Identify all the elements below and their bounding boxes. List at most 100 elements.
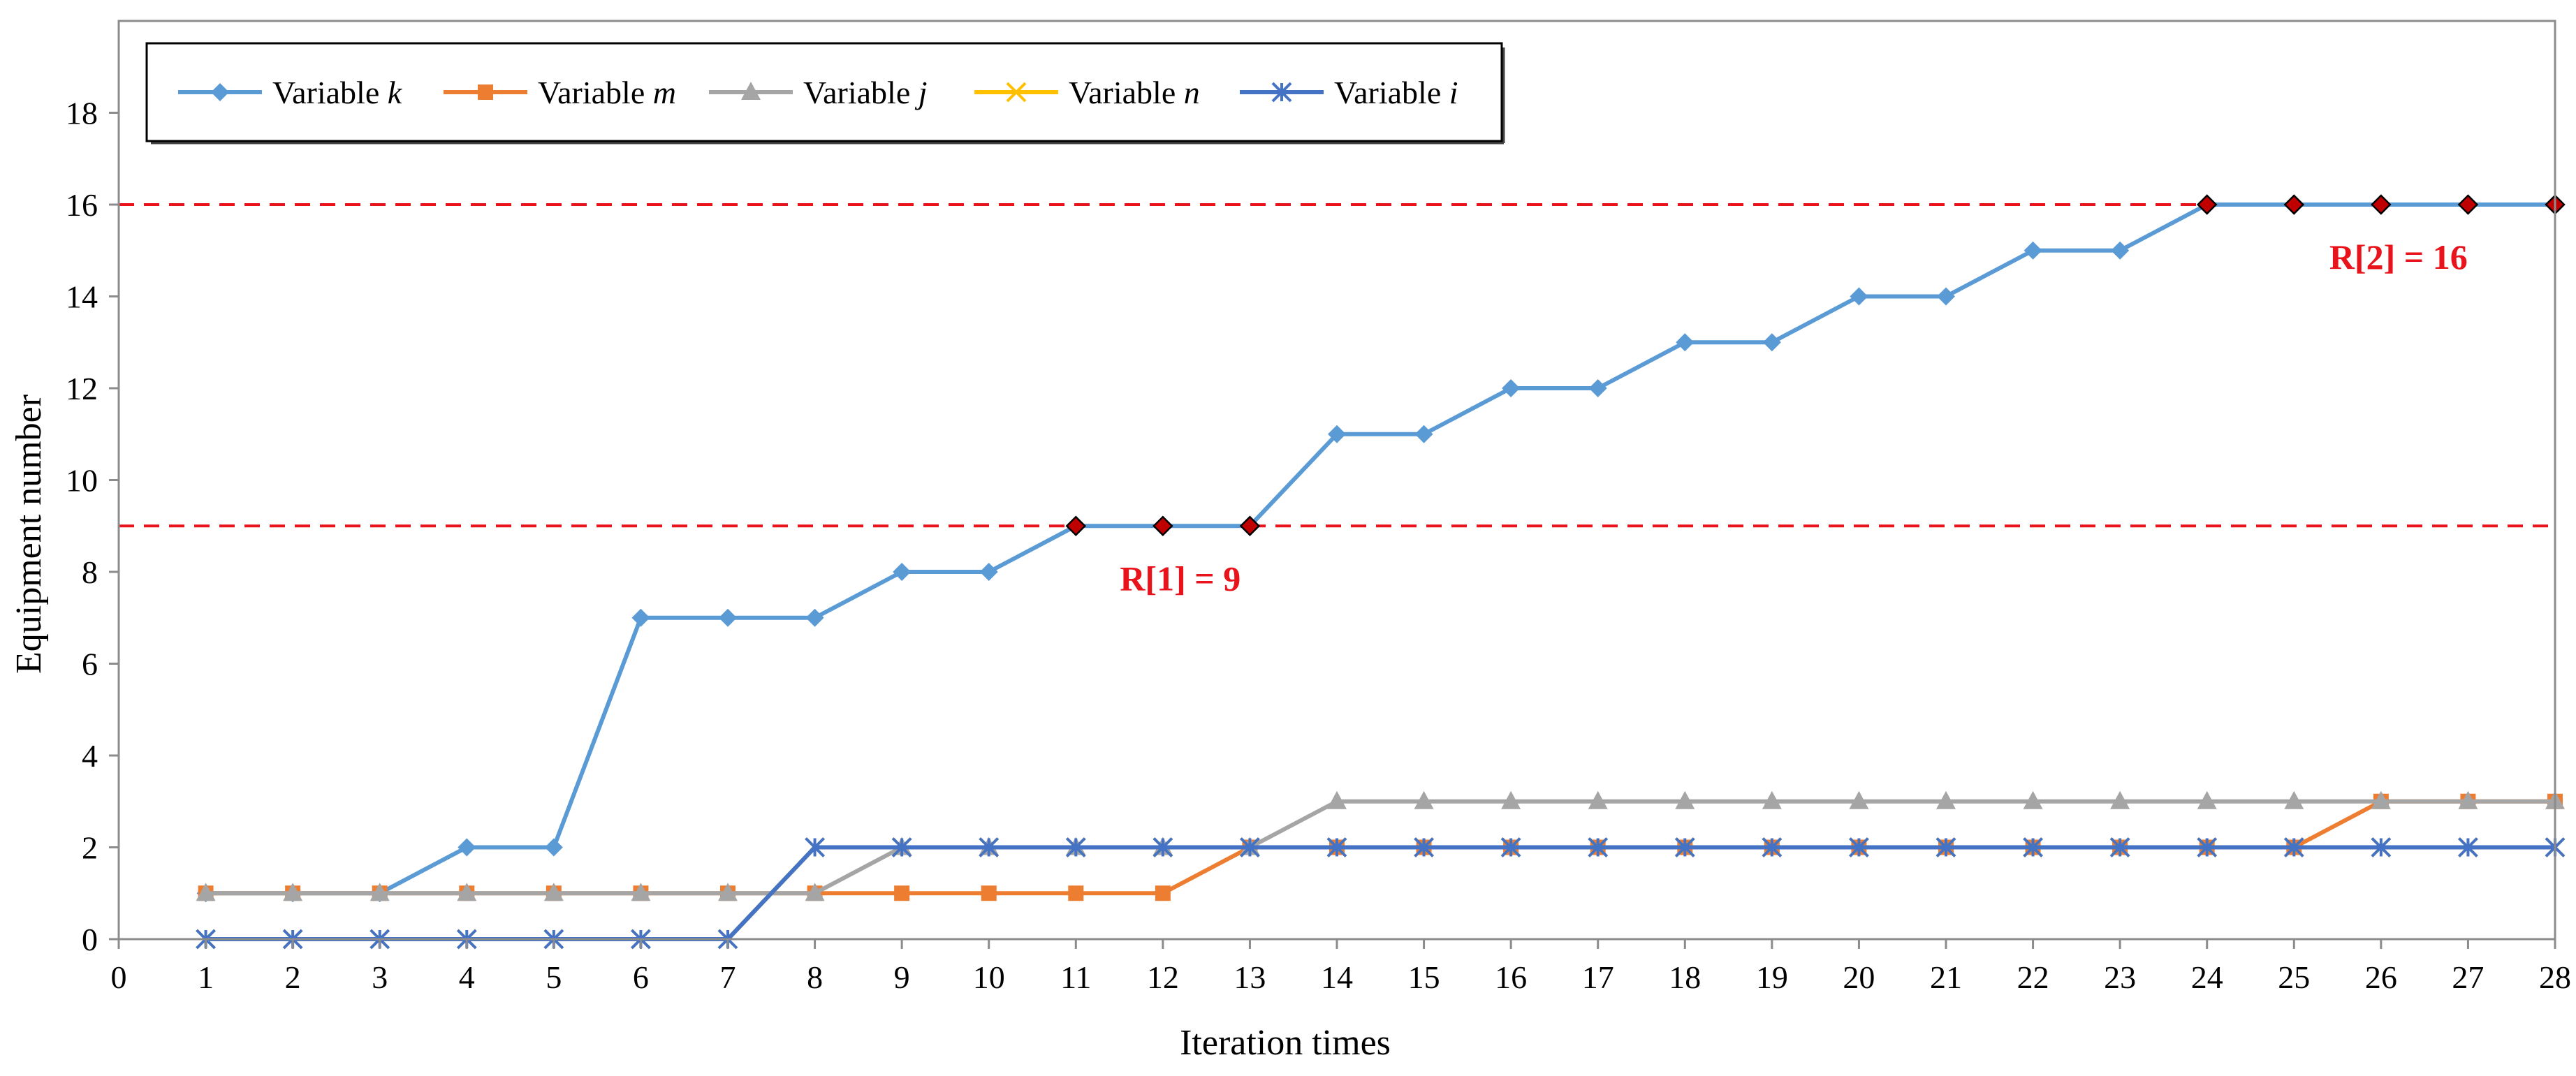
- triangle-marker: [2458, 790, 2478, 809]
- diamond-marker: [211, 83, 229, 101]
- square-marker: [478, 84, 493, 100]
- y-tick-label: 16: [66, 187, 98, 223]
- diamond-marker: [979, 563, 998, 581]
- x-tick-label: 14: [1321, 959, 1353, 995]
- legend-label: Variable m: [538, 75, 676, 110]
- highlight-point: [2457, 194, 2479, 215]
- y-tick-label: 2: [82, 830, 98, 866]
- triangle-marker: [2197, 790, 2217, 809]
- star-marker: [1414, 837, 1434, 857]
- square-marker: [894, 885, 910, 901]
- highlight-points: [1065, 194, 2566, 537]
- diamond-marker: [1328, 425, 1346, 443]
- triangle-marker: [1936, 790, 1956, 809]
- legend-label-variable: m: [653, 75, 676, 110]
- diamond-marker: [1414, 425, 1433, 443]
- x-tick-label: 8: [807, 959, 823, 995]
- triangle-marker: [805, 883, 825, 901]
- star-marker: [1240, 837, 1260, 857]
- legend-label: Variable i: [1334, 75, 1458, 110]
- x-tick-label: 16: [1495, 959, 1527, 995]
- x-tick-label: 15: [1408, 959, 1440, 995]
- legend-item-j: Variable j: [709, 75, 928, 110]
- legend-label-prefix: Variable: [272, 75, 388, 110]
- legend-label-prefix: Variable: [538, 75, 653, 110]
- x-tick-label: 7: [720, 959, 736, 995]
- legend-label: Variable j: [803, 75, 928, 110]
- y-tick-label: 0: [82, 922, 98, 957]
- diamond-marker: [1502, 379, 1521, 397]
- star-marker: [2371, 837, 2392, 857]
- x-tick-label: 0: [111, 959, 127, 995]
- star-marker: [1674, 837, 1695, 857]
- legend-label-prefix: Variable: [803, 75, 919, 110]
- diamond-marker: [458, 838, 476, 857]
- y-tick-label: 12: [66, 371, 98, 406]
- x-marker: [1006, 82, 1027, 103]
- star-marker: [2283, 837, 2304, 857]
- legend-label: Variable k: [272, 75, 403, 110]
- x-tick-label: 5: [546, 959, 562, 995]
- x-tick-label: 11: [1060, 959, 1091, 995]
- triangle-marker: [1849, 790, 1869, 809]
- triangle-marker: [1501, 790, 1521, 809]
- x-tick-label: 24: [2191, 959, 2223, 995]
- legend-label-variable: i: [1449, 75, 1458, 110]
- star-marker: [2109, 837, 2130, 857]
- highlight-point: [1152, 515, 1173, 537]
- legend-item-k: Variable k: [178, 75, 403, 110]
- diamond-marker: [1762, 333, 1781, 352]
- series-line-k: [205, 202, 2555, 896]
- triangle-marker: [369, 883, 390, 901]
- x-tick-label: 22: [2017, 959, 2049, 995]
- legend: Variable k Variable m Variable j Variable n…: [145, 42, 1505, 145]
- diamond-marker: [2024, 241, 2042, 260]
- annotation-label: R[2] = 16: [2329, 237, 2468, 277]
- star-marker: [2458, 837, 2478, 857]
- diamond-marker: [719, 608, 737, 627]
- x-tick-label: 6: [633, 959, 649, 995]
- annotations: R[1] = 9 R[2] = 16: [1120, 237, 2467, 598]
- square-marker: [981, 885, 997, 901]
- legend-item-n: Variable n: [974, 75, 1200, 110]
- legend-label: Variable n: [1069, 75, 1200, 110]
- star-marker: [805, 837, 825, 857]
- diamond-marker: [1850, 287, 1868, 306]
- highlight-point: [1065, 515, 1087, 537]
- triangle-marker: [1588, 790, 1608, 809]
- reference-lines: [119, 203, 2555, 528]
- diamond-marker: [1676, 333, 1695, 352]
- triangle-marker: [543, 883, 564, 901]
- triangle-marker: [2371, 790, 2391, 809]
- star-marker: [979, 837, 1000, 857]
- x-tick-label: 12: [1147, 959, 1179, 995]
- star-marker: [1271, 82, 1292, 103]
- x-tick-label: 20: [1843, 959, 1875, 995]
- x-marker-stroke: [1006, 82, 1027, 103]
- highlight-point: [1239, 515, 1261, 537]
- star-marker: [1935, 837, 1956, 857]
- triangle-marker: [2284, 790, 2304, 809]
- y-tick-label: 18: [66, 96, 98, 131]
- x-tick-label: 25: [2278, 959, 2310, 995]
- square-marker: [1068, 885, 1084, 901]
- triangle-marker: [1675, 790, 1695, 809]
- annotation-label: R[1] = 9: [1120, 559, 1241, 598]
- star-marker: [1588, 837, 1609, 857]
- star-marker: [1065, 837, 1086, 857]
- star-marker: [1849, 837, 1869, 857]
- legend-item-i: Variable i: [1240, 75, 1458, 110]
- x-tick-label: 19: [1756, 959, 1788, 995]
- x-tick-label: 21: [1930, 959, 1962, 995]
- x-tick-label: 27: [2452, 959, 2484, 995]
- triangle-marker: [741, 82, 761, 100]
- diamond-marker: [2111, 241, 2130, 260]
- x-tick-label: 2: [285, 959, 301, 995]
- star-marker: [1152, 837, 1173, 857]
- y-tick-label: 4: [82, 738, 98, 774]
- triangle-marker: [1414, 790, 1434, 809]
- x-axis-title: Iteration times: [1180, 1023, 1391, 1063]
- triangle-marker: [1327, 790, 1347, 809]
